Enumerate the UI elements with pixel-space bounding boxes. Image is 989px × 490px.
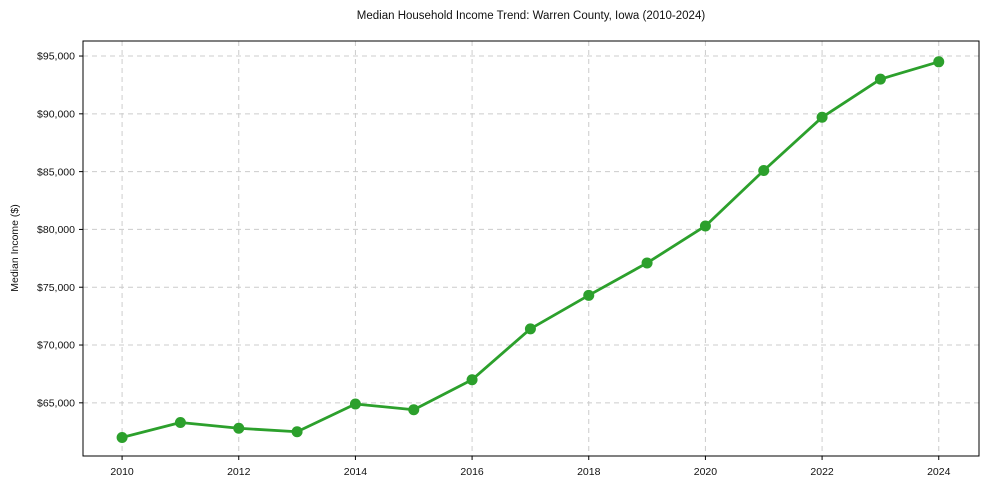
x-tick-label: 2024 (927, 466, 951, 478)
x-tick-label: 2014 (344, 466, 368, 478)
y-tick-label: $95,000 (37, 51, 75, 63)
data-point-2019 (641, 257, 653, 269)
data-point-2012 (233, 422, 245, 434)
data-point-2016 (466, 374, 478, 386)
data-point-2020 (699, 220, 711, 232)
x-tick-label: 2020 (694, 466, 718, 478)
data-point-2017 (524, 323, 536, 335)
y-tick-label: $85,000 (37, 166, 75, 178)
trend-line (120, 60, 941, 439)
data-point-2013 (291, 426, 303, 438)
y-tick-label: $65,000 (37, 398, 75, 410)
data-point-2021 (758, 164, 770, 176)
x-tick-label: 2022 (810, 466, 834, 478)
y-tick-label: $75,000 (37, 282, 75, 294)
data-point-2023 (874, 73, 886, 85)
data-point-2014 (349, 398, 361, 410)
x-tick-label: 2012 (227, 466, 251, 478)
y-tick-label: $90,000 (37, 109, 75, 121)
y-tick-label: $80,000 (37, 224, 75, 236)
data-point-2018 (583, 289, 595, 301)
data-point-2010 (116, 432, 128, 444)
x-tick-label: 2016 (460, 466, 484, 478)
data-point-2015 (408, 404, 420, 416)
x-tick-label: 2018 (577, 466, 601, 478)
chart-title: Median Household Income Trend: Warren Co… (356, 10, 706, 22)
data-point-2024 (933, 56, 945, 68)
data-point-2022 (816, 111, 828, 123)
data-point-2011 (174, 416, 186, 428)
y-tick-label: $70,000 (37, 340, 75, 352)
x-tick-label: 2010 (110, 466, 134, 478)
plot-frame (82, 40, 980, 457)
